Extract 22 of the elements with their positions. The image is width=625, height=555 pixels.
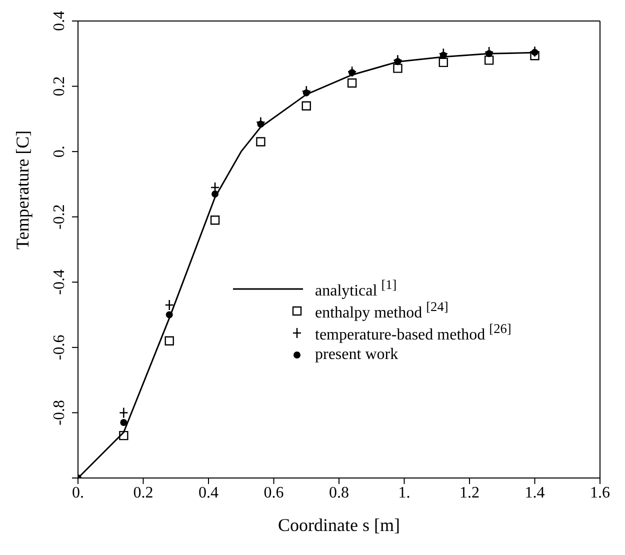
legend-label: enthalpy method $^{[24]}$	[315, 299, 448, 323]
x-tick-label: 1.6	[590, 484, 610, 502]
x-tick-label: 0.2	[133, 484, 154, 502]
x-tick-label: 1.	[398, 484, 410, 502]
x-tick-label: 1.4	[524, 484, 545, 502]
y-tick-label: -0.6	[51, 334, 68, 360]
y-tick-label: -0.4	[51, 269, 68, 295]
x-tick-label: 0.4	[198, 484, 218, 502]
y-tick-label: 0.4	[51, 11, 68, 31]
x-tick-label: 1.2	[460, 484, 480, 502]
x-tick-label: 0.8	[329, 484, 349, 502]
y-tick-label: -0.8	[51, 400, 68, 426]
legend-label: present work	[315, 346, 398, 364]
y-tick-label: 0.2	[51, 76, 68, 96]
y-tick-label: -0.2	[51, 204, 68, 230]
y-axis-title: Temperature [C]	[12, 130, 32, 250]
x-tick-label: 0.6	[264, 484, 284, 502]
x-axis-title: Coordinate s [m]	[278, 515, 400, 535]
x-tick-label: 0.	[72, 484, 84, 502]
legend-label: temperature-based method $^{[26]}$	[315, 321, 512, 345]
legend-label: analytical $^{[1]}$	[315, 277, 397, 301]
y-tick-label: 0.	[51, 146, 68, 158]
